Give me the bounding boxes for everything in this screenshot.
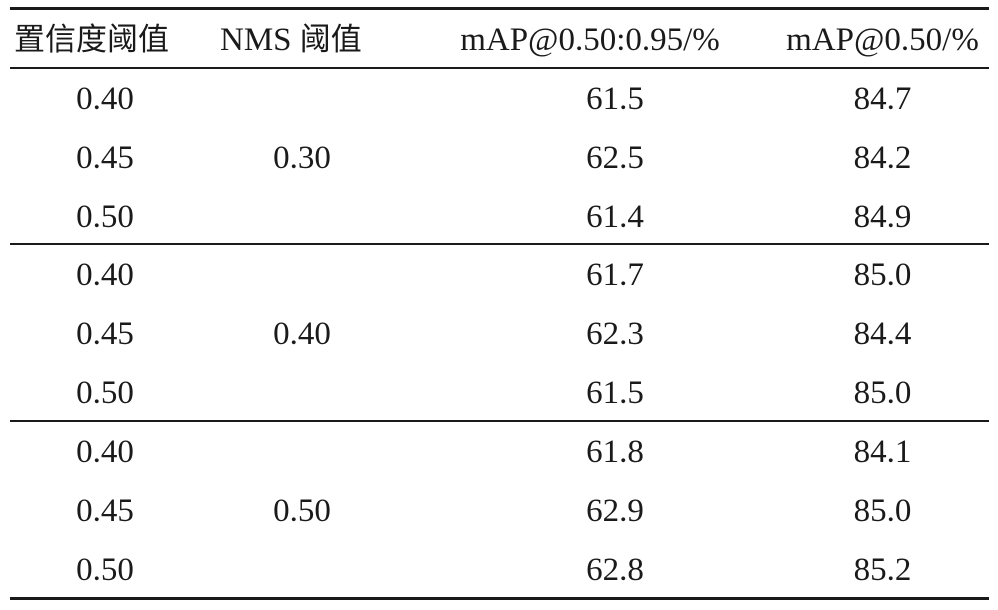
table-cell-map50: 85.0 — [853, 375, 912, 411]
table-cell-map50: 84.4 — [853, 316, 912, 352]
table-cell-map5095: 61.4 — [586, 199, 644, 235]
table-cell-map5095: 62.3 — [586, 316, 644, 352]
table-cell-nms: 0.40 — [273, 316, 331, 352]
header-map-50-95: mAP@0.50:0.95/% — [460, 22, 720, 58]
table-cell-map5095: 61.7 — [586, 257, 644, 293]
table-cell-map5095: 62.8 — [586, 552, 644, 588]
header-rule — [10, 67, 989, 69]
table-cell-conf: 0.45 — [76, 493, 134, 529]
table-cell-map5095: 61.5 — [586, 81, 644, 117]
table-cell-map50: 84.9 — [853, 199, 912, 235]
table-cell-nms: 0.30 — [273, 140, 331, 176]
table-cell-conf: 0.40 — [76, 81, 134, 117]
table-cell-map50: 85.0 — [853, 257, 912, 293]
table-cell-conf: 0.40 — [76, 434, 134, 470]
header-nms-threshold: NMS 阈值 — [220, 20, 390, 60]
table-cell-nms: 0.50 — [273, 493, 331, 529]
table-cell-conf: 0.45 — [76, 316, 134, 352]
table-cell-map5095: 62.9 — [586, 493, 644, 529]
group-divider — [10, 243, 989, 245]
bottom-rule — [10, 597, 989, 600]
table-cell-map50: 84.2 — [853, 140, 912, 176]
header-nms-prefix: NMS — [220, 22, 292, 58]
top-rule — [10, 7, 989, 10]
table-cell-map50: 85.2 — [853, 552, 912, 588]
table-cell-map50: 84.7 — [853, 81, 912, 117]
group-divider — [10, 420, 989, 422]
table-cell-conf: 0.50 — [76, 375, 134, 411]
table-cell-map50: 85.0 — [853, 493, 912, 529]
table-cell-conf: 0.45 — [76, 140, 134, 176]
table-cell-map5095: 61.8 — [586, 434, 644, 470]
header-map-50: mAP@0.50/% — [786, 22, 979, 58]
table-cell-conf: 0.40 — [76, 257, 134, 293]
table-cell-map50: 84.1 — [853, 434, 912, 470]
table-cell-conf: 0.50 — [76, 199, 134, 235]
table-cell-map5095: 61.5 — [586, 375, 644, 411]
header-confidence-threshold: 置信度阈值 — [14, 22, 169, 58]
table-cell-conf: 0.50 — [76, 552, 134, 588]
table-cell-map5095: 62.5 — [586, 140, 644, 176]
header-nms-suffix: 阈值 — [299, 22, 362, 58]
